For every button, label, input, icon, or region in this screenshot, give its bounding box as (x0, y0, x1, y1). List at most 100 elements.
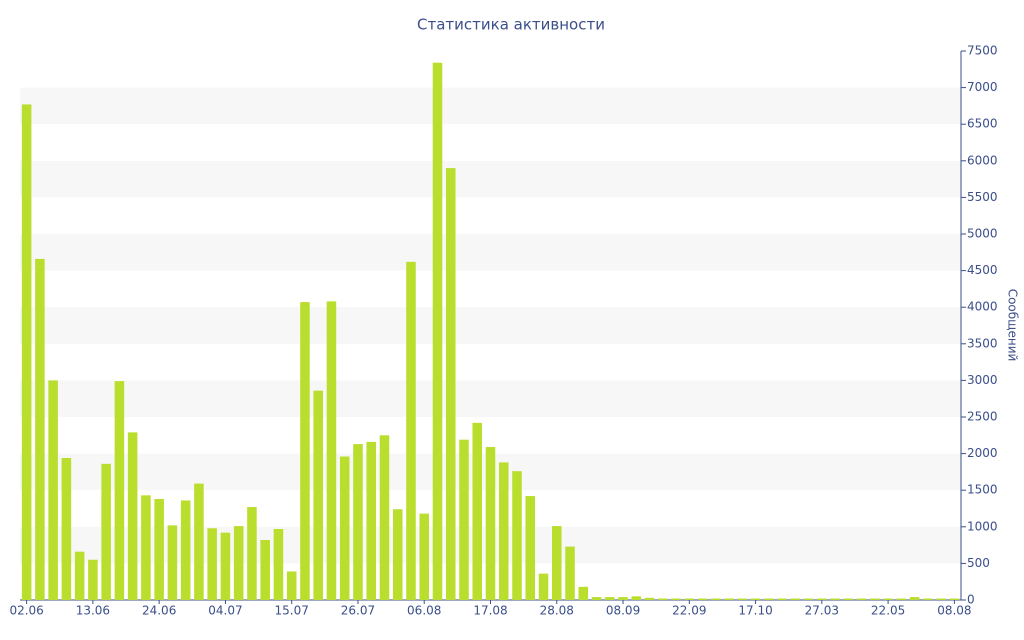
bar (618, 597, 628, 600)
y-tick-label: 1000 (967, 519, 998, 533)
bar (830, 598, 840, 600)
x-tick-label: 13.06 (76, 604, 110, 618)
bar (883, 598, 893, 600)
bar (273, 528, 284, 600)
bar (724, 598, 734, 600)
bar (445, 168, 456, 600)
bar (220, 532, 231, 600)
bar (525, 496, 536, 600)
x-tick-label: 17.08 (473, 604, 507, 618)
bar (459, 439, 469, 600)
bar (419, 513, 430, 600)
y-tick-label: 0 (967, 593, 975, 607)
bar (737, 598, 748, 600)
bar (949, 598, 960, 600)
x-tick-label: 08.09 (606, 604, 640, 618)
x-tick-label: 08.08 (937, 604, 971, 618)
bar (61, 457, 72, 600)
bar (870, 598, 880, 600)
bar (512, 471, 522, 600)
bar (366, 441, 376, 600)
bar (48, 380, 58, 600)
bar (406, 261, 416, 600)
bar (565, 546, 575, 600)
bar (392, 509, 403, 600)
bar (379, 435, 390, 600)
x-tick-label: 22.05 (871, 604, 905, 618)
bar (154, 498, 164, 600)
bar (114, 381, 125, 600)
bar (127, 432, 138, 600)
y-tick-label: 5500 (967, 190, 998, 204)
grid-band (20, 160, 961, 198)
bar (923, 598, 933, 600)
x-tick-label: 06.08 (407, 604, 441, 618)
bar (313, 390, 323, 600)
y-tick-label: 500 (967, 556, 990, 570)
y-tick-label: 2500 (967, 410, 998, 424)
bar (167, 525, 178, 600)
bar (631, 596, 642, 600)
y-tick-label: 4000 (967, 300, 998, 314)
bar (711, 598, 721, 600)
bar (684, 598, 695, 600)
y-tick-label: 7500 (967, 44, 998, 58)
bar (74, 551, 85, 600)
bar (300, 302, 310, 600)
bar (207, 528, 217, 600)
bar (498, 462, 509, 600)
bar (843, 598, 854, 600)
bar (803, 598, 814, 600)
x-tick-label: 15.07 (275, 604, 309, 618)
bar (432, 62, 443, 601)
bar (247, 507, 257, 600)
y-tick-label: 3000 (967, 373, 998, 387)
bar (551, 526, 562, 600)
bar (697, 598, 708, 600)
bar (485, 447, 496, 600)
x-tick-label: 22.09 (672, 604, 706, 618)
bar (578, 586, 589, 600)
x-tick-label: 27.03 (805, 604, 839, 618)
bar (35, 258, 45, 600)
grid-band (20, 234, 961, 271)
bar (790, 598, 801, 600)
grid-band (20, 87, 961, 125)
bar (233, 526, 244, 600)
bar (658, 598, 668, 600)
y-tick-label: 2000 (967, 446, 998, 460)
bar (472, 422, 483, 600)
bar (764, 598, 774, 600)
bar (21, 104, 32, 600)
y-tick-label: 5000 (967, 227, 998, 241)
y-tick-label: 4500 (967, 263, 998, 277)
x-tick-label: 04.07 (208, 604, 242, 618)
bar (856, 598, 867, 600)
bar (777, 598, 787, 600)
bar (644, 597, 655, 600)
x-tick-label: 26.07 (341, 604, 375, 618)
bar (286, 571, 297, 600)
bar (339, 456, 350, 600)
y-tick-label: 1500 (967, 483, 998, 497)
bar (353, 444, 363, 600)
bar (817, 598, 827, 600)
bar (605, 597, 615, 600)
bar (141, 495, 151, 600)
grid-band (20, 307, 961, 344)
bar (591, 597, 602, 600)
y-tick-label: 7000 (967, 80, 998, 94)
bar (326, 301, 337, 600)
bar (896, 598, 907, 600)
x-tick-label: 24.06 (142, 604, 176, 618)
bar (194, 483, 204, 600)
y-tick-label: 3500 (967, 336, 998, 350)
bar (260, 539, 270, 600)
bar (180, 500, 191, 600)
x-tick-label: 02.06 (9, 604, 43, 618)
bar (909, 597, 920, 600)
bar (538, 573, 549, 600)
y-tick-label: 6000 (967, 153, 998, 167)
chart-title: Статистика активности (417, 16, 605, 34)
